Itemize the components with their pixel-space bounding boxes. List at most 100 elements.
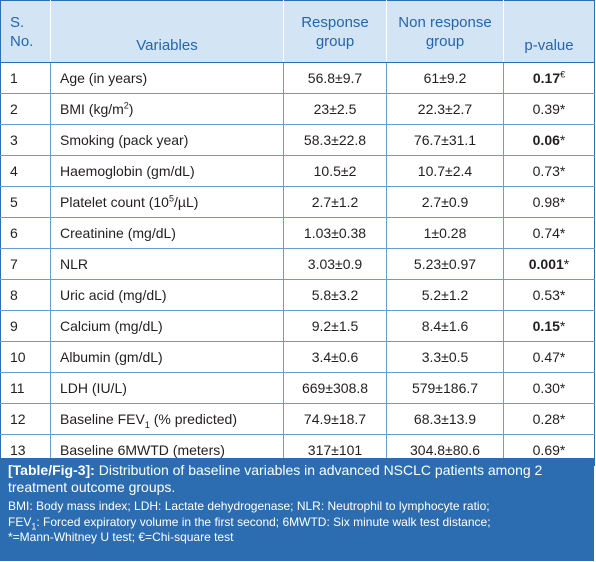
variable-superscript: 5 — [168, 193, 174, 204]
header-variables: Variables — [50, 0, 284, 63]
cell-response-group: 9.2±1.5 — [283, 310, 387, 342]
header-nonresponse-line1: Non response — [398, 13, 492, 31]
variable-superscript: 2 — [123, 100, 129, 111]
cell-response-group: 3.03±0.9 — [283, 248, 387, 280]
p-value: 0.06 — [532, 132, 560, 148]
p-value-test-marker: * — [563, 256, 570, 272]
variable-name: Creatinine (mg/dL) — [60, 225, 176, 241]
header-p-value: p-value — [503, 0, 595, 63]
cell-sno: 3 — [0, 124, 51, 156]
table-row: 11 LDH (IU/L) 669±308.8 579±186.7 0.30* — [0, 372, 595, 404]
cell-variable: NLR — [50, 248, 284, 280]
p-value: 0.98 — [532, 194, 560, 210]
p-value: 0.001 — [528, 256, 564, 272]
cell-non-response-group: 5.23±0.97 — [386, 248, 504, 280]
variable-name: Albumin (gm/dL) — [60, 349, 163, 365]
cell-non-response-group: 1±0.28 — [386, 217, 504, 249]
cell-variable: BMI (kg/m2) — [50, 93, 284, 125]
p-value: 0.39 — [532, 101, 560, 117]
p-value: 0.47 — [532, 349, 560, 365]
cell-p-value: 0.73* — [503, 155, 595, 187]
cell-p-value: 0.06* — [503, 124, 595, 156]
cell-p-value: 0.47* — [503, 341, 595, 373]
table-row: 10 Albumin (gm/dL) 3.4±0.6 3.3±0.5 0.47* — [0, 341, 595, 373]
cell-variable: Calcium (mg/dL) — [50, 310, 284, 342]
cell-variable: LDH (IU/L) — [50, 372, 284, 404]
table-row: 4 Haemoglobin (gm/dL) 10.5±2 10.7±2.4 0.73* — [0, 155, 595, 187]
cell-sno: 8 — [0, 279, 51, 311]
p-value: 0.69 — [532, 442, 560, 458]
header-sno-line2: No. — [10, 32, 34, 50]
variable-name: LDH (IU/L) — [60, 380, 127, 396]
cell-response-group: 74.9±18.7 — [283, 403, 387, 435]
caption-abbr-line2-rest: : Forced expiratory volume in the first … — [36, 514, 491, 529]
variable-name: Uric acid (mg/dL) — [60, 287, 167, 303]
cell-non-response-group: 61±9.2 — [386, 62, 504, 94]
cell-response-group: 10.5±2 — [283, 155, 387, 187]
cell-sno: 4 — [0, 155, 51, 187]
baseline-variables-table: S. No. Variables Response group Non resp… — [0, 0, 595, 466]
cell-variable: Haemoglobin (gm/dL) — [50, 155, 284, 187]
table-row: 8 Uric acid (mg/dL) 5.8±3.2 5.2±1.2 0.53* — [0, 279, 595, 311]
cell-non-response-group: 2.7±0.9 — [386, 186, 504, 218]
header-sno-line1: S. — [10, 13, 25, 31]
p-value-test-marker: * — [559, 163, 566, 179]
cell-non-response-group: 3.3±0.5 — [386, 341, 504, 373]
cell-sno: 9 — [0, 310, 51, 342]
cell-sno: 7 — [0, 248, 51, 280]
cell-variable: Baseline FEV1 (% predicted) — [50, 403, 284, 435]
p-value-test-marker: * — [559, 101, 566, 117]
table-row: 6 Creatinine (mg/dL) 1.03±0.38 1±0.28 0.74* — [0, 217, 595, 249]
caption-abbr-line1: BMI: Body mass index; LDH: Lactate dehyd… — [8, 499, 490, 513]
p-value: 0.73 — [532, 163, 560, 179]
table-row: 1 Age (in years) 56.8±9.7 61±9.2 0.17€ — [0, 62, 595, 94]
cell-response-group: 3.4±0.6 — [283, 341, 387, 373]
cell-non-response-group: 22.3±2.7 — [386, 93, 504, 125]
cell-sno: 2 — [0, 93, 51, 125]
variable-name: Haemoglobin (gm/dL) — [60, 163, 195, 179]
caption-main: [Table/Fig-3]: Distribution of baseline … — [8, 462, 586, 496]
cell-sno: 11 — [0, 372, 51, 404]
caption-label: [Table/Fig-3]: — [8, 462, 95, 478]
cell-sno: 6 — [0, 217, 51, 249]
cell-sno: 12 — [0, 403, 51, 435]
cell-p-value: 0.17€ — [503, 62, 595, 94]
variable-name: Smoking (pack year) — [60, 132, 189, 148]
cell-sno: 10 — [0, 341, 51, 373]
caption-fev-sub: 1 — [31, 520, 37, 531]
p-value-test-marker: * — [559, 380, 566, 396]
p-value: 0.30 — [532, 380, 560, 396]
cell-variable: Creatinine (mg/dL) — [50, 217, 284, 249]
cell-p-value: 0.98* — [503, 186, 595, 218]
variable-name: Calcium (mg/dL) — [60, 318, 163, 334]
cell-response-group: 23±2.5 — [283, 93, 387, 125]
p-value: 0.53 — [532, 287, 560, 303]
cell-variable: Age (in years) — [50, 62, 284, 94]
cell-non-response-group: 10.7±2.4 — [386, 155, 504, 187]
cell-p-value: 0.001* — [503, 248, 595, 280]
p-value-test-marker: * — [559, 442, 566, 458]
cell-non-response-group: 76.7±31.1 — [386, 124, 504, 156]
variable-name-end: /µL) — [173, 194, 199, 210]
variable-name-end: (% predicted) — [149, 411, 237, 427]
header-response-group: Response group — [283, 0, 387, 63]
cell-variable: Albumin (gm/dL) — [50, 341, 284, 373]
variable-name: Platelet count (10 — [60, 194, 169, 210]
header-sno: S. No. — [0, 0, 51, 63]
p-value-test-marker: * — [559, 349, 566, 365]
cell-sno: 1 — [0, 62, 51, 94]
p-value-test-marker: * — [559, 287, 566, 303]
header-response-line1: Response — [301, 13, 369, 31]
cell-response-group: 5.8±3.2 — [283, 279, 387, 311]
cell-variable: Uric acid (mg/dL) — [50, 279, 284, 311]
p-value-test-marker: * — [559, 411, 566, 427]
variable-name: NLR — [60, 256, 89, 272]
variable-name: Baseline FEV — [60, 411, 145, 427]
cell-non-response-group: 68.3±13.9 — [386, 403, 504, 435]
caption-abbr-line3: *=Mann-Whitney U test; €=Chi-square test — [8, 530, 234, 544]
table-caption: [Table/Fig-3]: Distribution of baseline … — [0, 458, 594, 561]
cell-p-value: 0.15* — [503, 310, 595, 342]
caption-fev: FEV — [8, 514, 32, 529]
p-value-test-marker: € — [560, 69, 566, 80]
